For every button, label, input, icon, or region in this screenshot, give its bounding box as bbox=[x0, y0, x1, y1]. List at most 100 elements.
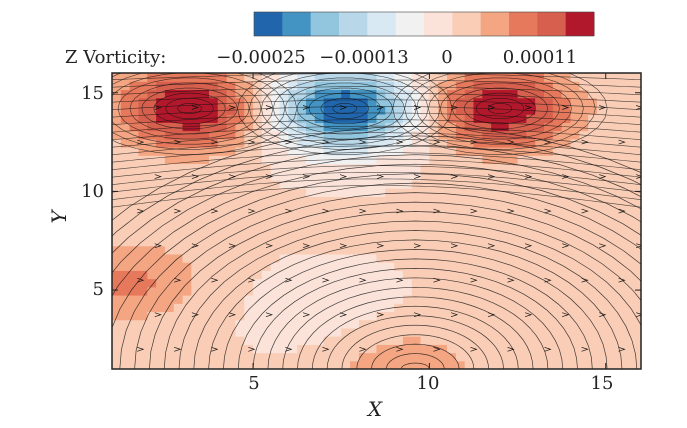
field-cell bbox=[112, 229, 122, 239]
field-cell bbox=[191, 319, 201, 329]
field-cell bbox=[544, 147, 554, 156]
flow-arrow bbox=[174, 346, 182, 352]
field-cell bbox=[429, 155, 439, 165]
field-cell bbox=[526, 179, 536, 189]
field-cell bbox=[314, 278, 325, 288]
field-cell bbox=[129, 311, 140, 321]
flow-arrow bbox=[376, 243, 385, 249]
field-cell bbox=[270, 327, 281, 337]
field-cell bbox=[350, 179, 360, 189]
field-cell bbox=[279, 163, 289, 173]
field-cell bbox=[173, 130, 184, 140]
field-cell bbox=[455, 237, 466, 247]
field-cell bbox=[217, 336, 228, 345]
field-cell bbox=[429, 262, 439, 271]
field-cell bbox=[191, 237, 201, 247]
field-cell bbox=[385, 138, 395, 148]
colorbar-tick-label-2: −0.00013 bbox=[319, 47, 409, 68]
field-cell bbox=[499, 270, 510, 280]
field-cell bbox=[129, 286, 140, 296]
field-cell bbox=[270, 97, 281, 107]
flow-arrow bbox=[524, 105, 533, 110]
field-cell bbox=[182, 73, 192, 82]
field-cell bbox=[517, 360, 527, 369]
field-cell bbox=[588, 262, 598, 271]
field-cell bbox=[138, 89, 148, 99]
field-cell bbox=[279, 278, 289, 288]
field-cell bbox=[632, 237, 641, 247]
field-cell bbox=[552, 171, 563, 181]
field-cell bbox=[508, 270, 519, 280]
field-cell bbox=[535, 344, 545, 354]
field-cell bbox=[297, 147, 307, 156]
field-cell bbox=[270, 262, 281, 271]
field-cell bbox=[561, 286, 572, 296]
field-cell bbox=[579, 89, 589, 99]
field-cell bbox=[182, 155, 192, 165]
field-cell bbox=[632, 105, 641, 115]
field-cell bbox=[147, 286, 157, 296]
field-cell bbox=[438, 311, 448, 321]
field-cell bbox=[579, 97, 589, 107]
field-cell bbox=[208, 97, 219, 107]
field-cell bbox=[605, 89, 616, 99]
field-cell bbox=[482, 73, 492, 82]
field-cell bbox=[623, 130, 633, 140]
field-cell bbox=[491, 286, 501, 296]
field-cell bbox=[208, 114, 219, 123]
field-cell bbox=[367, 253, 378, 263]
field-cell bbox=[385, 360, 395, 369]
field-cell bbox=[420, 147, 430, 156]
field-cell bbox=[402, 179, 413, 189]
field-cell bbox=[244, 122, 254, 132]
streamline bbox=[371, 343, 460, 369]
field-cell bbox=[561, 73, 572, 82]
field-cell bbox=[244, 253, 254, 263]
field-cell bbox=[173, 319, 184, 329]
field-cell bbox=[623, 336, 633, 345]
field-cell bbox=[323, 319, 334, 329]
field-cell bbox=[385, 122, 395, 132]
field-cell bbox=[270, 81, 281, 91]
field-cell bbox=[235, 327, 245, 337]
field-cell bbox=[526, 245, 536, 255]
field-cell bbox=[314, 262, 325, 271]
field-cell bbox=[164, 147, 175, 156]
colorbar-swatch bbox=[254, 12, 283, 36]
field-cell bbox=[455, 212, 466, 222]
flow-arrow bbox=[487, 243, 496, 249]
field-cell bbox=[288, 138, 298, 148]
field-cell bbox=[297, 196, 307, 206]
field-cell bbox=[341, 212, 351, 222]
field-cell bbox=[173, 336, 184, 345]
field-cell bbox=[367, 344, 378, 354]
colorbar-frame bbox=[253, 11, 595, 37]
field-cell bbox=[544, 352, 554, 362]
field-cell bbox=[323, 295, 334, 304]
flow-arrow bbox=[285, 277, 293, 283]
field-cell bbox=[297, 327, 307, 337]
field-cell bbox=[191, 89, 201, 99]
field-cell bbox=[605, 188, 616, 197]
field-cell bbox=[544, 130, 554, 140]
field-cell bbox=[235, 245, 245, 255]
field-cell bbox=[570, 311, 580, 321]
field-cell bbox=[112, 147, 122, 156]
field-cell bbox=[544, 179, 554, 189]
flow-arrow bbox=[228, 312, 237, 318]
field-cell bbox=[570, 89, 580, 99]
field-cell bbox=[217, 73, 228, 82]
field-cell bbox=[394, 360, 404, 369]
field-cell bbox=[385, 196, 395, 206]
field-cell bbox=[305, 163, 316, 173]
field-cell bbox=[491, 327, 501, 337]
field-cell bbox=[244, 171, 254, 181]
field-cell bbox=[552, 245, 563, 255]
field-cell bbox=[120, 286, 131, 296]
field-cell bbox=[491, 344, 501, 354]
field-cell bbox=[358, 327, 369, 337]
field-cell bbox=[588, 221, 598, 230]
field-cell bbox=[297, 360, 307, 369]
field-cell bbox=[217, 179, 228, 189]
field-cell bbox=[570, 188, 580, 197]
